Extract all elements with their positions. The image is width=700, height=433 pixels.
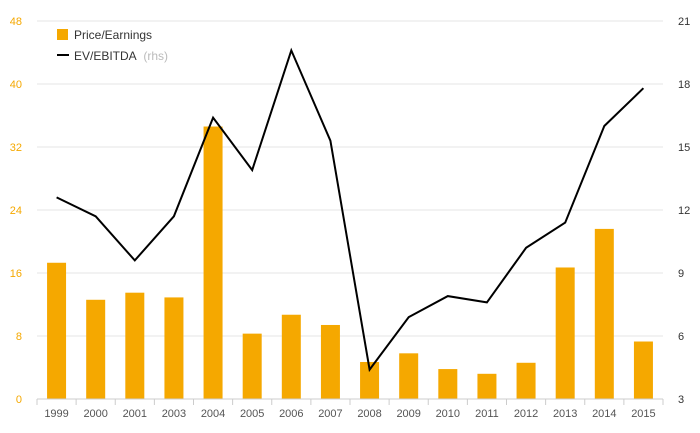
legend-label-ev-ebitda: EV/EBITDA (rhs): [74, 49, 168, 63]
bar: [320, 324, 340, 399]
legend-label-price-earnings: Price/Earnings: [74, 28, 152, 42]
bar: [164, 297, 184, 399]
x-tick-label: 2013: [553, 408, 577, 420]
y-left-tick-label: 40: [10, 79, 22, 91]
legend: Price/Earnings EV/EBITDA (rhs): [57, 28, 168, 63]
x-tick-label: 2000: [83, 408, 107, 420]
legend-label-ev-ebitda-name: EV/EBITDA: [74, 49, 137, 63]
bar: [125, 292, 145, 399]
bar: [399, 353, 419, 399]
bar: [633, 341, 653, 399]
y-right-tick-label: 15: [678, 142, 690, 154]
bar: [360, 361, 380, 399]
y-left-tick-label: 24: [10, 205, 22, 217]
bar: [438, 369, 458, 399]
x-tick-label: 2005: [240, 408, 264, 420]
x-tick-label: 2009: [396, 408, 420, 420]
y-left-tick-label: 0: [16, 394, 22, 406]
x-tick-label: 2015: [631, 408, 655, 420]
x-tick-label: 2012: [514, 408, 538, 420]
legend-swatch-price-earnings: [57, 29, 68, 40]
x-tick-label: 1999: [44, 408, 68, 420]
x-tick-label: 2003: [162, 408, 186, 420]
line-series-ev-ebitda: [56, 47, 645, 373]
x-tick-label: 2008: [357, 408, 381, 420]
x-tick-label: 2014: [592, 408, 616, 420]
x-tick-label: 2001: [123, 408, 147, 420]
y-left-tick-label: 48: [10, 16, 22, 28]
y-right-tick-label: 18: [678, 79, 690, 91]
y-right-tick-label: 3: [678, 394, 684, 406]
y-right-tick-label: 21: [678, 16, 690, 28]
y-left-tick-label: 8: [16, 331, 22, 343]
legend-label-rhs-suffix: (rhs): [143, 49, 168, 63]
bar: [47, 262, 67, 399]
x-tick-label: 2006: [279, 408, 303, 420]
bar: [242, 333, 262, 399]
x-tick-label: 2010: [436, 408, 460, 420]
bar: [203, 126, 223, 400]
bar: [281, 314, 301, 399]
bar: [477, 373, 497, 399]
x-tick-label: 2004: [201, 408, 225, 420]
line-path: [56, 47, 645, 373]
bar-series-price-earnings: [47, 126, 653, 400]
bar: [555, 267, 575, 399]
x-tick-label: 2007: [318, 408, 342, 420]
y-right-tick-label: 9: [678, 268, 684, 280]
axes: 0 8 16 24 32 40 48 3 6 9 12 15 18 21 1999 2000 2001 2003 2…: [10, 16, 691, 420]
bar: [594, 228, 614, 399]
y-left-tick-label: 32: [10, 142, 22, 154]
bar: [86, 299, 106, 399]
y-left-tick-label: 16: [10, 268, 22, 280]
bar: [516, 362, 536, 399]
y-right-tick-label: 12: [678, 205, 690, 217]
y-right-tick-label: 6: [678, 331, 684, 343]
x-tick-label: 2011: [475, 408, 499, 420]
